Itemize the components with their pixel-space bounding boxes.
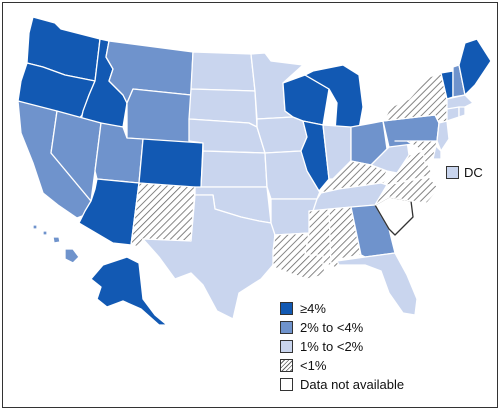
figure-frame: DC ≥4% 2% to <4% 1% to <2% <1% Data not …: [2, 2, 498, 408]
state-co: [138, 138, 204, 190]
state-ri: [458, 106, 466, 118]
state-hi-islet-1: [52, 236, 61, 244]
legend-swatch-2to4: [280, 321, 293, 334]
state-hi-islet-2: [42, 230, 48, 236]
state-ct: [446, 106, 460, 122]
legend-item-na: Data not available: [280, 375, 404, 394]
state-wv: [370, 140, 410, 174]
us-choropleth-map: [17, 16, 492, 326]
legend-label-ge4: ≥4%: [300, 301, 326, 316]
legend-label-2to4: 2% to <4%: [300, 320, 364, 335]
state-fl: [336, 252, 418, 316]
state-nv: [50, 110, 102, 202]
dc-swatch: [446, 166, 459, 179]
map-legend: ≥4% 2% to <4% 1% to <2% <1% Data not ava…: [280, 299, 404, 394]
legend-swatch-lt1: [280, 359, 293, 372]
state-ia: [256, 116, 308, 154]
legend-item-2to4: 2% to <4%: [280, 318, 404, 337]
state-ks: [200, 150, 268, 188]
state-nj: [436, 120, 450, 152]
state-me: [458, 38, 492, 96]
legend-swatch-1to2: [280, 340, 293, 353]
state-hi-islet-3: [32, 224, 38, 230]
legend-label-1to2: 1% to <2%: [300, 339, 364, 354]
state-ma: [446, 94, 474, 110]
legend-item-ge4: ≥4%: [280, 299, 404, 318]
legend-swatch-ge4: [280, 302, 293, 315]
dc-label: DC: [464, 165, 483, 180]
state-tx: [142, 194, 276, 320]
legend-item-1to2: 1% to <2%: [280, 337, 404, 356]
legend-swatch-na: [280, 378, 293, 391]
dc-key: DC: [446, 165, 483, 180]
state-wy: [126, 88, 192, 144]
state-ny: [382, 72, 448, 124]
state-md: [394, 140, 438, 164]
legend-label-na: Data not available: [300, 377, 405, 392]
state-hi: [64, 248, 80, 264]
state-nd: [190, 51, 256, 92]
state-nm: [130, 182, 196, 248]
legend-label-lt1: <1%: [300, 358, 327, 373]
legend-item-lt1: <1%: [280, 356, 404, 375]
state-ak: [90, 256, 168, 326]
